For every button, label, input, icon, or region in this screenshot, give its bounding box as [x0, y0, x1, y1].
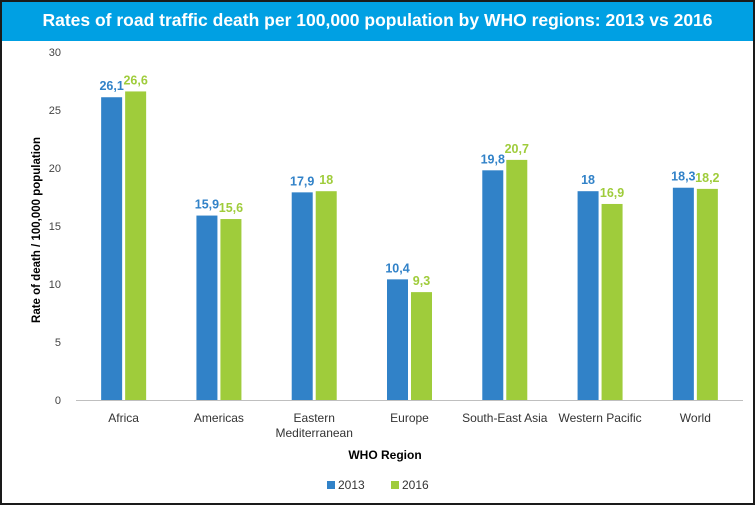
- y-tick-label: 5: [55, 337, 61, 349]
- bars-group: 26,1 26,6 15,9 15,6 17,9 18 10,4 9,3 19,820,7 18 1…: [99, 73, 720, 401]
- x-axis-label: WHO Region: [348, 448, 421, 462]
- bar-2016: [506, 159, 528, 400]
- data-label-2016: 15,6: [219, 201, 243, 215]
- bar-2013: [387, 279, 408, 400]
- bar-2016: [125, 91, 147, 400]
- x-tick-label: Eastern: [294, 411, 335, 425]
- x-tick-label: South-East Asia: [462, 411, 548, 425]
- y-tick-label: 20: [49, 163, 61, 175]
- x-tick-label: Europe: [390, 411, 429, 425]
- y-axis: 0 5 10 15 20 25 30: [49, 47, 61, 407]
- x-tick-label: Western Pacific: [559, 411, 642, 425]
- data-label-2016: 18: [319, 173, 333, 187]
- legend-swatch-2013: [327, 481, 335, 489]
- data-label-2013: 18,3: [671, 170, 695, 184]
- title-bar: Rates of road traffic death per 100,000 …: [2, 2, 753, 41]
- data-label-2013: 19,8: [481, 152, 505, 166]
- bar-2013: [482, 170, 504, 400]
- x-tick-label: World: [680, 411, 711, 425]
- legend: 2013 2016: [327, 478, 429, 492]
- bar-2013: [577, 191, 599, 400]
- chart-title: Rates of road traffic death per 100,000 …: [42, 10, 713, 30]
- bar-2016: [220, 219, 242, 400]
- bar-2016: [601, 203, 623, 400]
- data-label-2016: 9,3: [413, 274, 430, 288]
- bar-2013: [196, 215, 218, 400]
- x-tick-label: Americas: [194, 411, 244, 425]
- bar-2013: [291, 192, 313, 400]
- y-tick-label: 15: [49, 221, 61, 233]
- data-label-2013: 18: [581, 173, 595, 187]
- bar-2016: [411, 292, 432, 400]
- x-tick-label: Africa: [108, 411, 139, 425]
- y-axis-label: Rate of death / 100,000 population: [31, 137, 43, 323]
- data-label-2013: 17,9: [290, 174, 314, 188]
- data-label-2013: 26,1: [99, 79, 123, 93]
- data-label-2016: 20,7: [505, 142, 529, 156]
- bar-2016: [315, 191, 337, 400]
- data-label-2016: 18,2: [695, 171, 719, 185]
- bar-2013: [101, 97, 123, 401]
- y-tick-label: 10: [49, 279, 61, 291]
- y-tick-label: 25: [49, 105, 61, 117]
- data-label-2013: 15,9: [195, 198, 219, 212]
- x-tick-label: Mediterranean: [276, 426, 353, 440]
- legend-swatch-2016: [391, 481, 399, 489]
- bar-2016: [696, 188, 718, 400]
- y-tick-label: 30: [49, 47, 61, 59]
- legend-label-2013: 2013: [338, 478, 365, 492]
- data-label-2016: 26,6: [123, 73, 147, 87]
- data-label-2016: 16,9: [600, 186, 624, 200]
- data-label-2013: 10,4: [385, 261, 409, 275]
- y-tick-label: 0: [55, 395, 61, 407]
- legend-label-2016: 2016: [402, 478, 429, 492]
- bar-2013: [672, 187, 694, 400]
